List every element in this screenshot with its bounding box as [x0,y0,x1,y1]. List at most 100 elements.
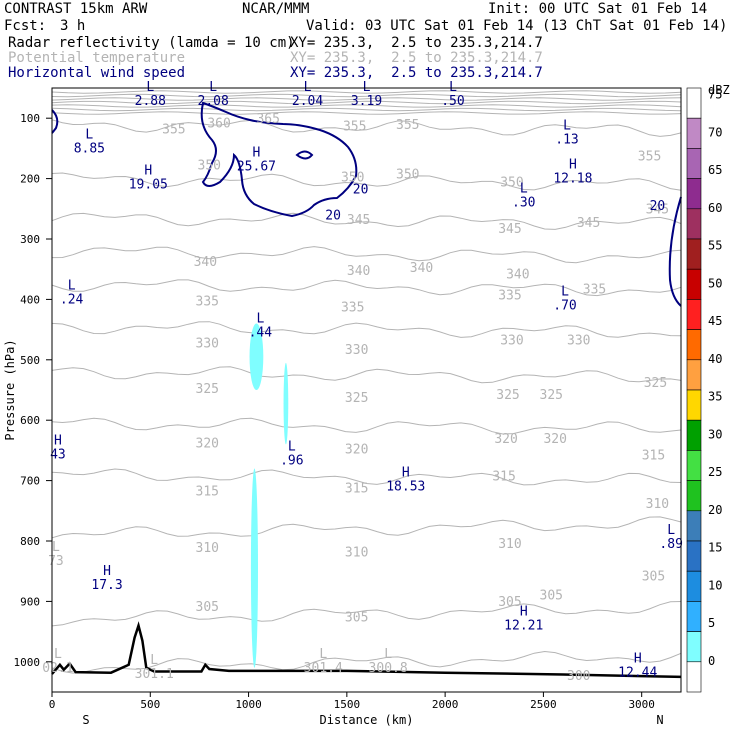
extremum-value: 2.04 [292,94,323,109]
extremum-value: 73 [48,554,64,569]
theta-label: 325 [196,382,219,397]
extremum-type: H [144,164,152,179]
wind-label: 20 [325,209,341,224]
theta-label: 300 [567,669,590,684]
extremum-type: H [520,605,528,620]
extremum-type: L [150,653,158,668]
theta-label: 325 [540,388,563,403]
colorbar-level-label: 60 [708,201,722,215]
extremum-type: L [52,540,60,555]
colorbar-level-label: 25 [708,465,722,479]
axes: 100 200 300 400 500 600 700 800 900 1000 0 500 1000 1… [3,112,664,727]
colorbar-swatch [686,570,702,602]
extremum-type: L [85,127,93,142]
colorbar-level-label: 20 [708,503,722,517]
x-tick-label: 2500 [530,698,557,711]
extremum-value: 300.8 [369,661,408,676]
theta-label: 310 [498,537,521,552]
extremum-type: L [520,182,528,197]
theta-label: 350 [500,175,523,190]
y-tick-label: 600 [20,414,40,427]
theta-contour-upper [51,111,682,115]
theta-label: 360 [207,116,230,131]
theta-label: 310 [646,497,669,512]
colorbar-swatch [686,329,702,361]
theta-label: 325 [644,376,667,391]
theta-contour-upper [51,104,682,108]
theta-label: 345 [498,222,521,237]
theta-label: 315 [642,448,665,463]
theta-label: 355 [396,118,419,133]
extremum-value: 25.67 [237,159,276,174]
theta-label: 355 [162,122,185,137]
colorbar-level-label: 70 [708,125,722,139]
theta-label: 320 [196,436,219,451]
colorbar-swatch [686,238,702,270]
theta-label: 345 [646,203,669,218]
theta-contour-355 [51,119,682,137]
theta-contour-upper [51,107,682,112]
extremum-value: .70 [553,298,576,313]
theta-label: 350 [198,159,221,174]
theta-label: 315 [196,485,219,500]
model-title: CONTRAST 15km ARW [4,1,148,17]
extremum-type: H [54,434,62,449]
colorbar-swatch [686,419,702,451]
x-end-label-right: N [656,713,663,727]
theta-label: 320 [345,442,368,457]
colorbar-swatch [686,208,702,240]
extremum-type: L [288,440,296,455]
colorbar-level-label: 65 [708,163,722,177]
theta-label: 325 [496,388,519,403]
theta-label: 305 [642,569,665,584]
init-time: Init: 00 UTC Sat 01 Feb 14 [488,1,708,17]
colorbar-swatch [686,601,702,632]
theta-contour-330 [51,321,682,338]
colorbar-swatch [686,299,702,330]
extremum-type: L [561,284,569,299]
extremum-type: L [319,647,327,662]
extremum-value: 301.4 [304,661,343,676]
extremum-value: 43 [50,448,66,463]
field-xy-reflectivity: XY= 235.3, 2.5 to 235.3,214.7 [290,35,543,51]
y-axis-label: Pressure (hPa) [3,339,17,440]
colorbar-swatch [686,631,702,663]
x-tick-label: 1500 [334,698,361,711]
field-xy-theta: XY= 235.3, 2.5 to 235.3,214.7 [290,50,543,66]
theta-label: 320 [543,432,566,447]
theta-label: 330 [345,343,368,358]
colorbar-level-label: 10 [708,578,722,592]
colorbar-swatch [686,661,702,693]
wind-label: 20 [353,183,369,198]
extremum-value: 3.19 [351,94,382,109]
y-tick-label: 900 [20,595,40,608]
colorbar-level-label: 50 [708,276,722,290]
theta-label: 320 [494,432,517,447]
extremum-value: .96 [280,454,303,469]
theta-label: 335 [341,300,364,315]
theta-contour-335 [51,279,682,297]
colorbar-swatch [686,450,702,481]
valid-time: Valid: 03 UTC Sat 01 Feb 14 (13 ChT Sat … [306,18,728,34]
theta-label: 345 [347,213,370,228]
extremum-value: .13 [555,132,578,147]
wind-contour-left-edge [51,109,59,134]
extremum-type: L [667,523,675,538]
colorbar-level-label: 0 [708,654,715,668]
colorbar-level-label: 40 [708,352,722,366]
colorbar-swatch [686,148,702,179]
field-name-wind: Horizontal wind speed [8,65,186,81]
theta-label: 335 [196,294,219,309]
reflectivity-region-3 [250,468,258,668]
theta-contour-345 [51,212,682,230]
theta-label: 335 [583,282,606,297]
extremum-value: 301.1 [135,667,174,682]
extremum-value: 12.44 [618,666,657,681]
colorbar-swatch [686,178,702,210]
theta-label: 305 [345,610,368,625]
colorbar-swatch [686,540,702,572]
extremum-type: L [384,647,392,662]
extremum-value: 19.05 [129,178,168,193]
theta-contour-310 [51,516,682,539]
